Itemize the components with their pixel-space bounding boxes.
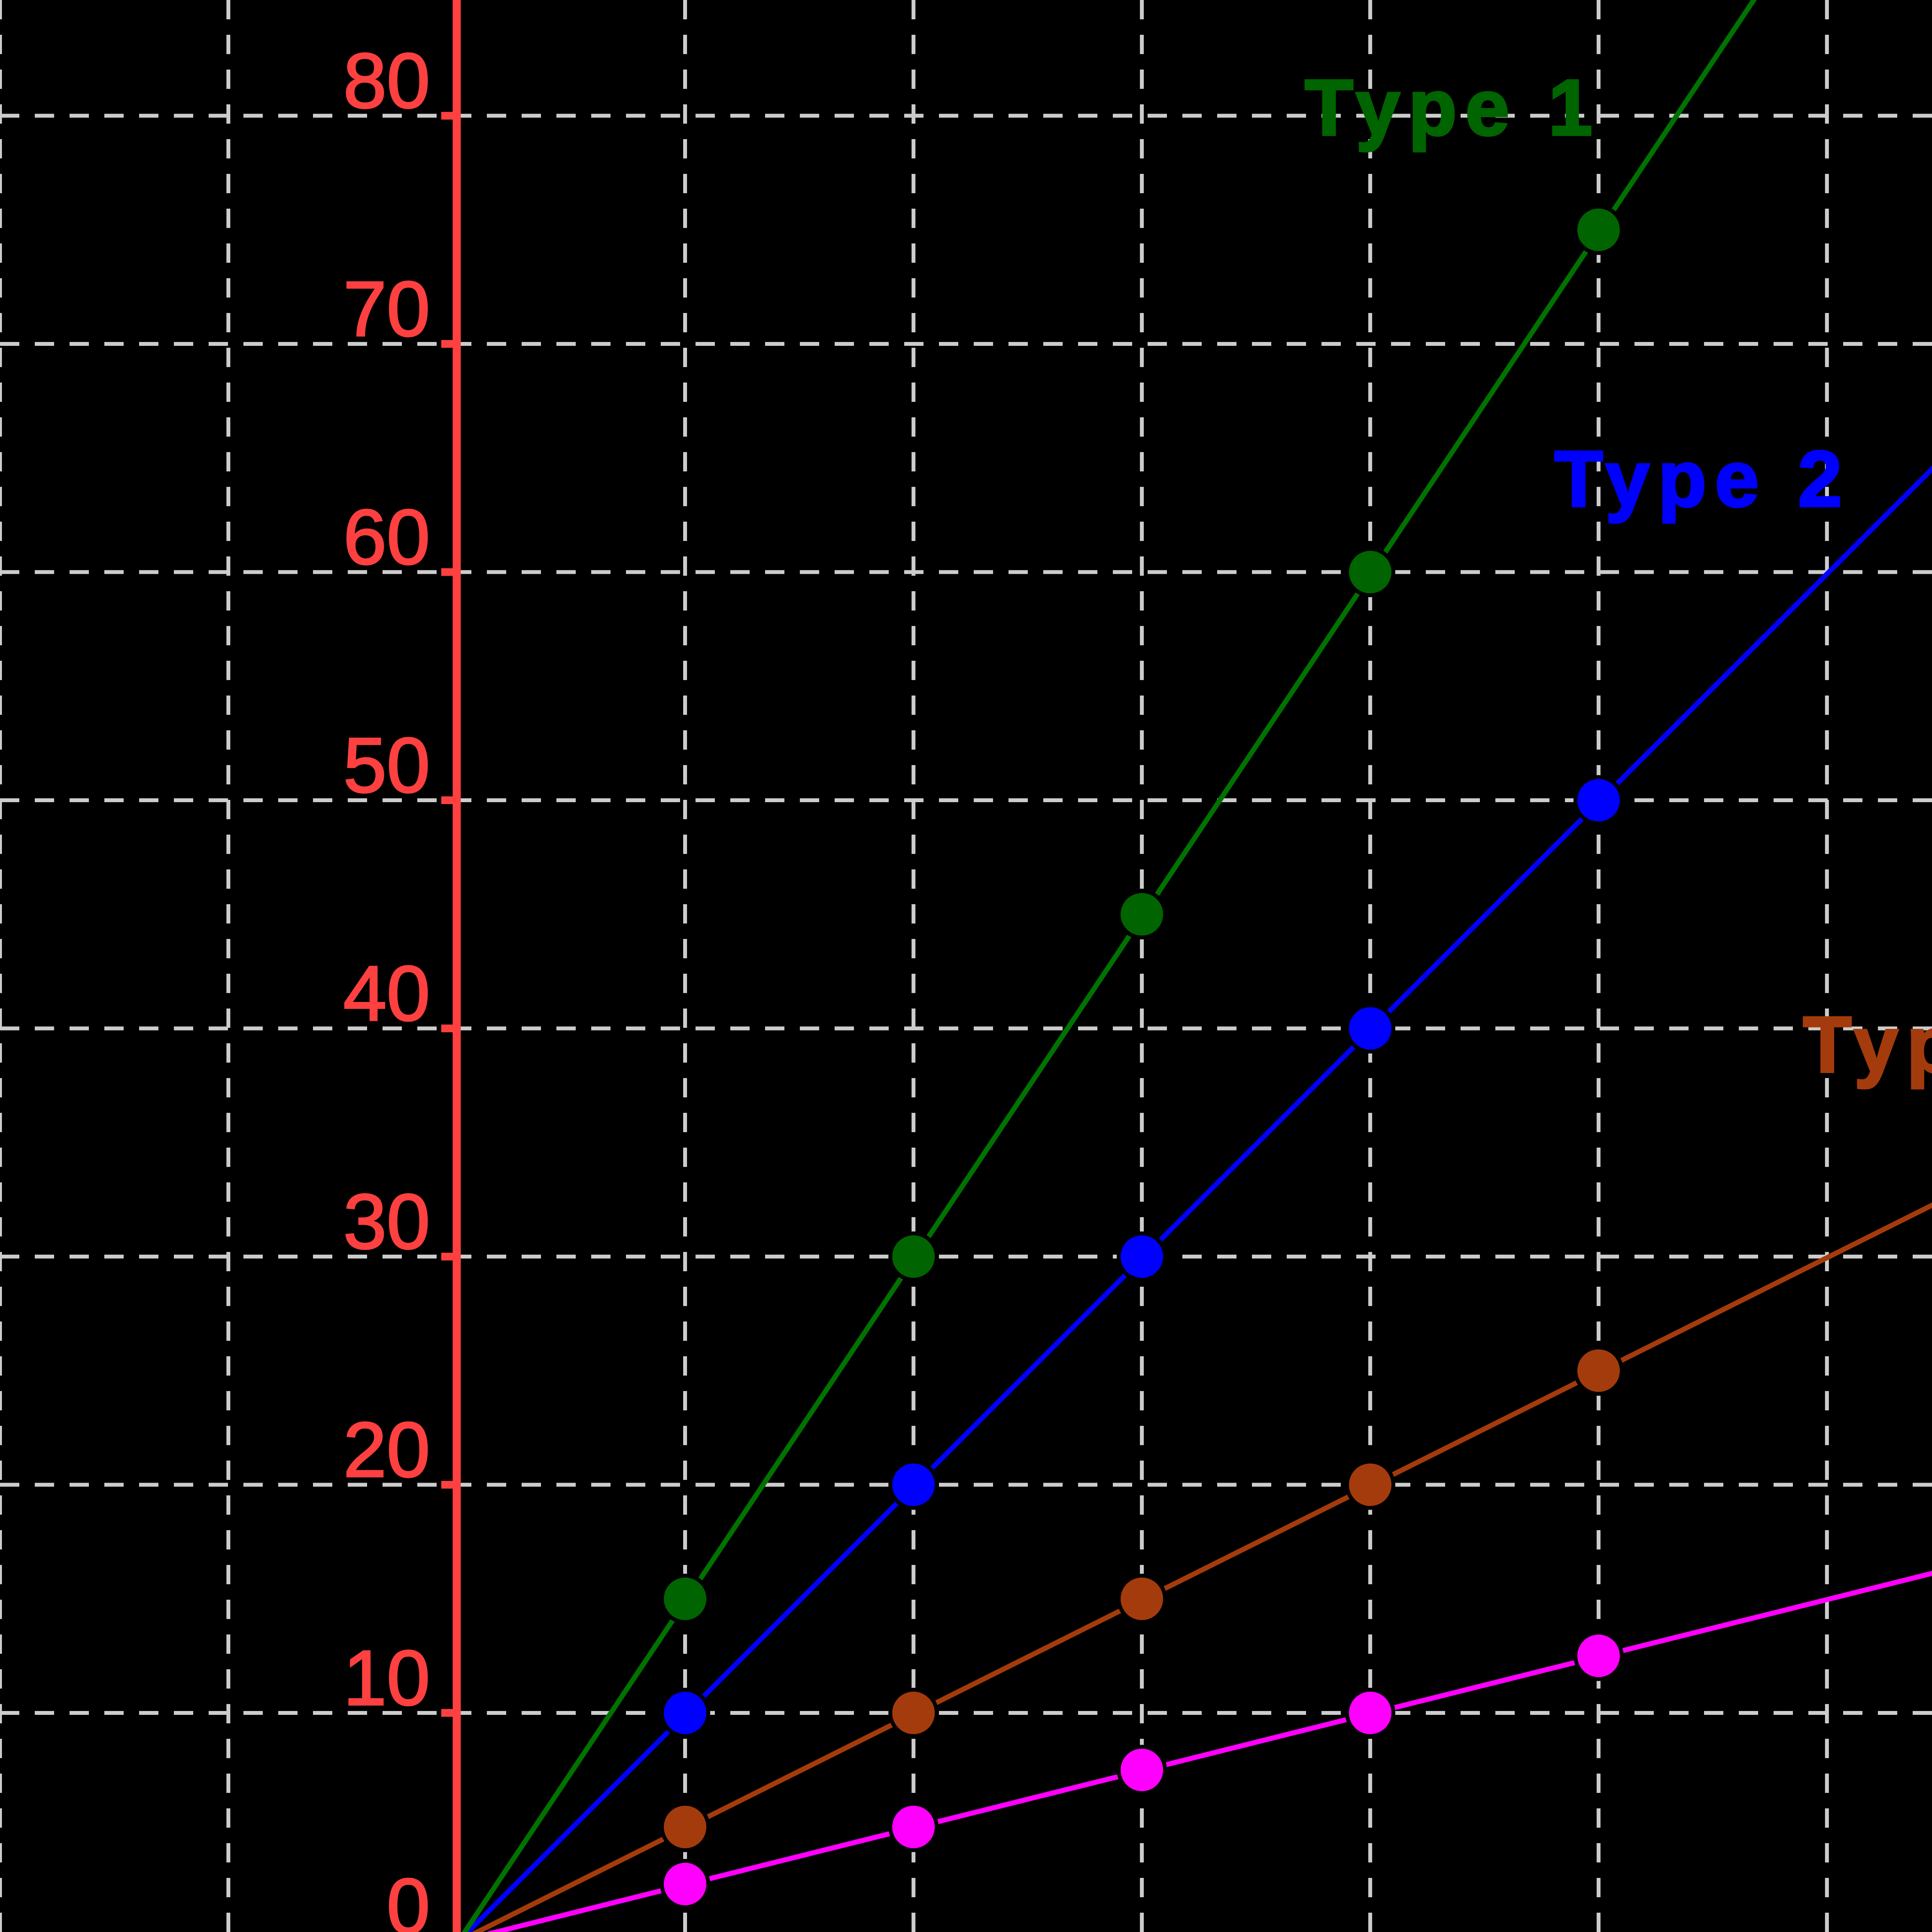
svg-text:50: 50: [343, 721, 430, 809]
svg-text:40: 40: [343, 950, 430, 1037]
svg-text:70: 70: [343, 265, 430, 352]
svg-text:Type 2: Type 2: [1554, 435, 1850, 523]
svg-text:0: 0: [387, 1862, 430, 1932]
svg-text:20: 20: [343, 1406, 430, 1493]
svg-text:60: 60: [343, 493, 430, 581]
svg-text:80: 80: [343, 37, 430, 124]
svg-text:Type 1: Type 1: [1305, 63, 1601, 152]
svg-text:Type 3: Type 3: [1803, 1000, 1932, 1089]
svg-text:30: 30: [343, 1178, 430, 1265]
svg-text:10: 10: [343, 1634, 430, 1721]
